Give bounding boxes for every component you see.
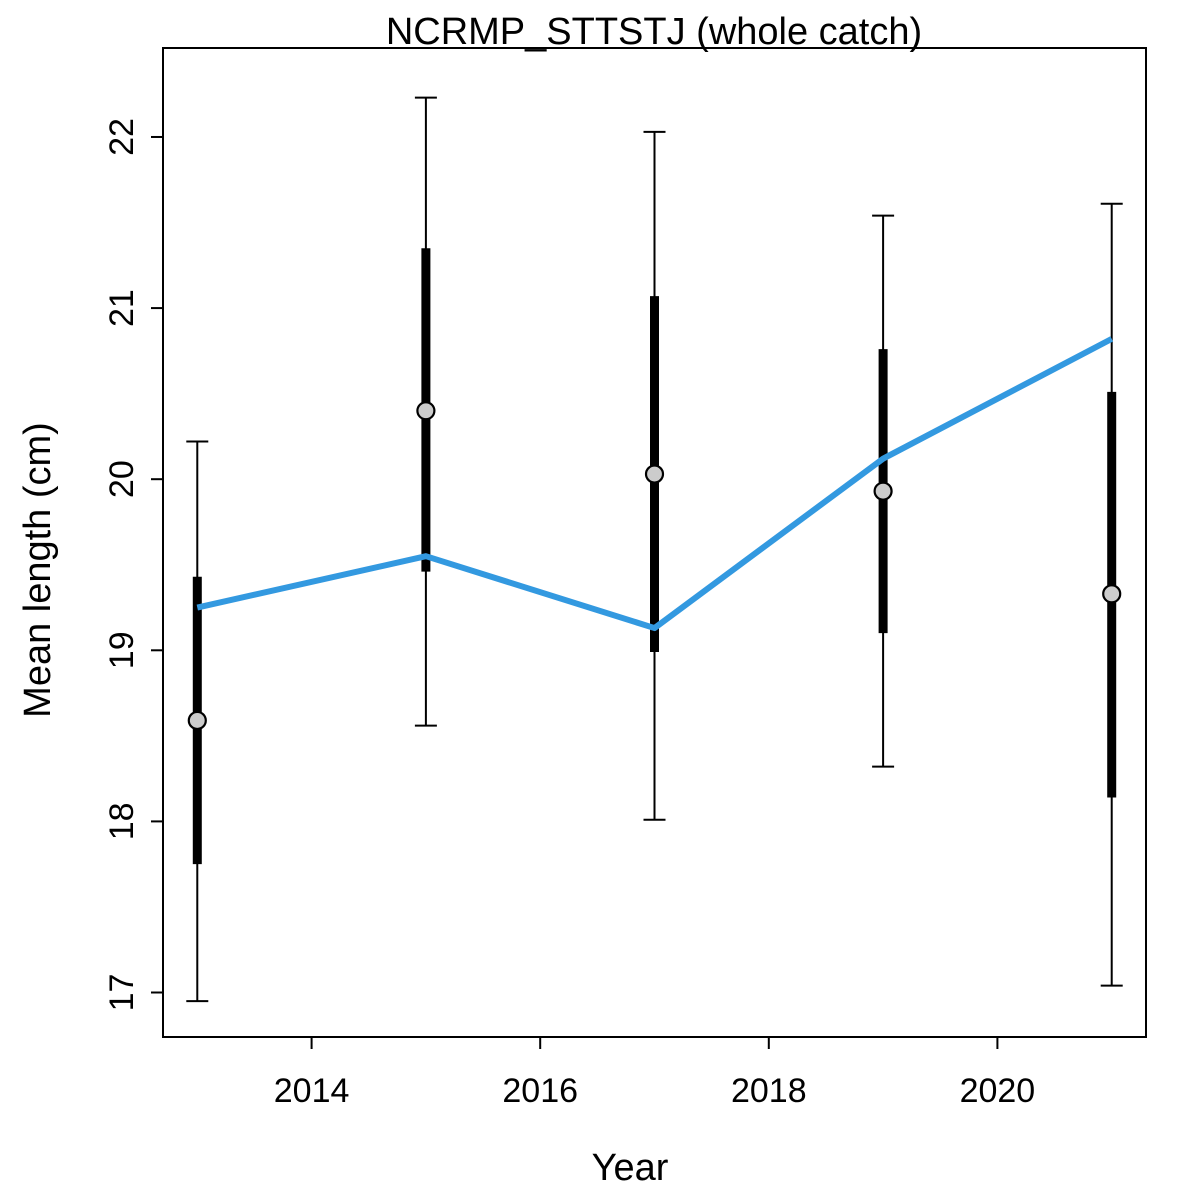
y-tick-label-21: 21 [103, 289, 141, 327]
expected-line [196, 336, 1114, 632]
x-tick-label-2020: 2020 [960, 1072, 1036, 1110]
observed-point-2017 [644, 464, 665, 484]
x-axis: 2014 2016 2018 2020 [274, 1037, 1035, 1110]
x-tick-label-2016: 2016 [502, 1072, 578, 1110]
observed-point-2013 [187, 710, 207, 731]
observed-point-2021 [1102, 584, 1122, 604]
y-tick-label-20: 20 [103, 460, 141, 498]
y-axis: 17 18 19 20 21 22 [103, 118, 163, 1011]
observed-point-2015 [416, 401, 436, 421]
observed-point-2019 [873, 481, 893, 501]
y-tick-label-19: 19 [103, 631, 141, 669]
x-axis-title: Year [592, 1147, 669, 1189]
chart-title: NCRMP_STTSTJ (whole catch) [386, 11, 922, 53]
y-tick-label-17: 17 [103, 974, 141, 1012]
y-tick-label-18: 18 [103, 802, 141, 840]
x-tick-label-2014: 2014 [274, 1072, 350, 1110]
error-bars [186, 96, 1123, 1003]
plot-frame [162, 47, 1147, 1038]
x-tick-label-2018: 2018 [731, 1072, 807, 1110]
observed-points [187, 401, 1122, 731]
expected-series [196, 336, 1114, 632]
y-axis-title: Mean length (cm) [17, 422, 59, 718]
y-tick-label-22: 22 [103, 118, 141, 156]
